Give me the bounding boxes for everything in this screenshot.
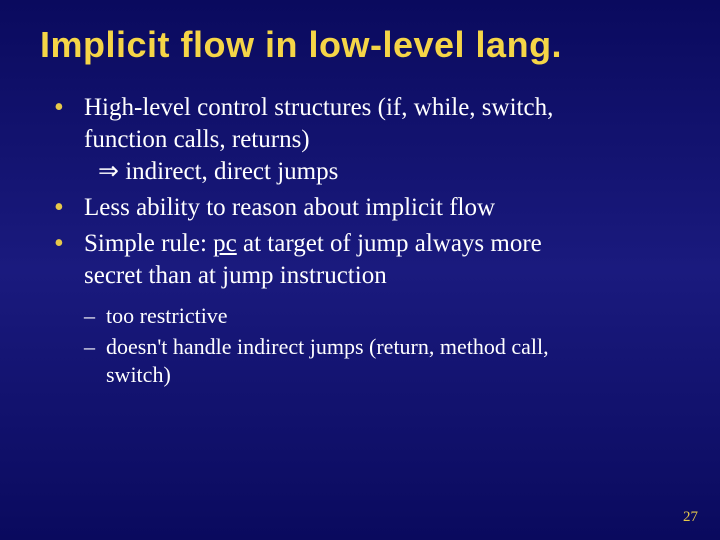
bullet-list: High-level control structures (if, while… [40,92,680,292]
sub-bullet-text: doesn't handle indirect jumps (return, m… [106,334,549,359]
slide: Implicit flow in low-level lang. High-le… [0,0,720,540]
bullet-item: Simple rule: pc at target of jump always… [48,228,680,292]
bullet-item: Less ability to reason about implicit fl… [48,192,680,224]
bullet-text-underlined: pc [213,230,237,257]
sub-bullet-text: too restrictive [106,303,228,328]
bullet-text: at target of jump always more [237,230,542,257]
bullet-text-indent: ⇒ indirect, direct jumps [84,156,680,188]
bullet-text: function calls, returns) [84,126,310,153]
sub-bullet-item: doesn't handle indirect jumps (return, m… [84,333,680,390]
bullet-item: High-level control structures (if, while… [48,92,680,188]
bullet-text: High-level control structures (if, while… [84,94,553,121]
sub-bullet-item: too restrictive [84,302,680,331]
bullet-text: Simple rule: [84,230,213,257]
sub-bullet-list: too restrictive doesn't handle indirect … [40,302,680,390]
page-number: 27 [683,509,698,526]
bullet-text: secret than at jump instruction [84,262,387,289]
slide-title: Implicit flow in low-level lang. [40,24,680,66]
sub-bullet-text: switch) [106,362,171,387]
bullet-text: indirect, direct jumps [119,158,338,185]
arrow-icon: ⇒ [98,158,119,185]
bullet-text: Less ability to reason about implicit fl… [84,194,495,221]
